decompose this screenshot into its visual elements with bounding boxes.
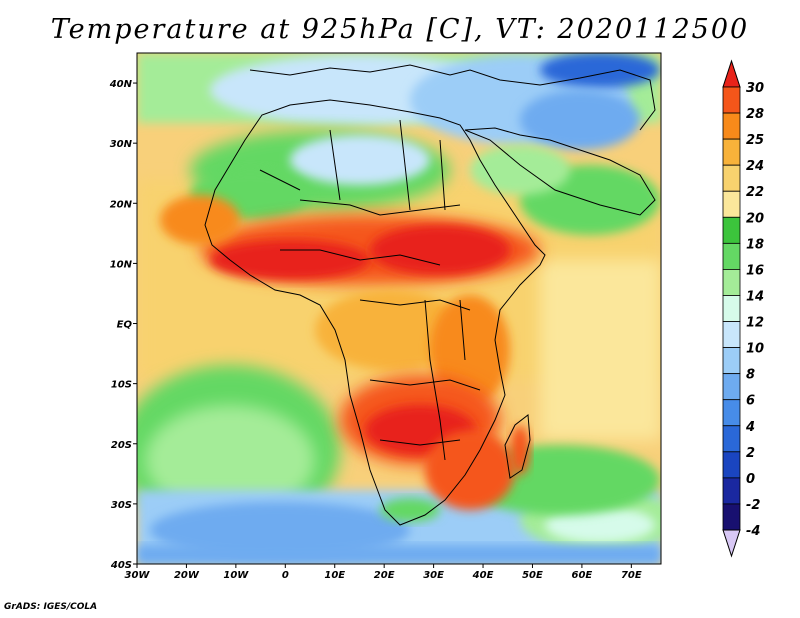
colorbar-label: 12 — [746, 316, 764, 331]
colorbar-label: 0 — [746, 472, 755, 487]
temperature-field — [137, 53, 661, 564]
colorbar-swatch — [722, 373, 741, 401]
colorbar-label: 2 — [746, 446, 755, 461]
lat-tick-label: 30N — [110, 139, 133, 150]
colorbar-label: -2 — [746, 498, 760, 513]
colorbar-swatch — [722, 425, 741, 453]
colorbar-label: 20 — [746, 211, 764, 226]
lon-tick-label: 60E — [572, 570, 593, 581]
lon-tick-label: 30E — [423, 570, 444, 581]
colorbar-swatch — [722, 321, 741, 348]
lon-tick-label: 30W — [125, 570, 151, 581]
colorbar-label: 25 — [746, 133, 764, 148]
map-title: Temperature at 925hPa [C], VT: 202011250… — [50, 14, 750, 45]
colorbar-swatch — [722, 503, 741, 531]
colorbar-label: 10 — [746, 342, 764, 357]
lon-tick-label: 10E — [324, 570, 345, 581]
lon-tick-label: 40E — [472, 570, 494, 581]
lat-tick-label: 40N — [109, 79, 133, 90]
colorbar-label: 14 — [746, 289, 764, 304]
colorbar-swatch — [722, 295, 741, 322]
colorbar-swatch — [722, 477, 741, 505]
colorbar-label: 18 — [746, 237, 764, 252]
colorbar-swatch — [722, 138, 741, 166]
colorbar-swatch — [722, 216, 741, 244]
colorbar-swatch — [722, 399, 741, 427]
lon-tick-label: 50E — [522, 570, 543, 581]
colorbar-label: 6 — [746, 394, 755, 409]
latitude-axis: 40N 30N 20N 10N EQ 10S 20S 30S 40S — [109, 79, 137, 571]
lat-tick-label: 40S — [110, 560, 132, 571]
colorbar-swatch — [722, 347, 741, 375]
lon-tick-label: 0 — [282, 570, 289, 581]
colorbar-label: 16 — [746, 263, 764, 278]
colorbar-swatch — [722, 451, 741, 479]
grads-credit: GrADS: IGES/COLA — [4, 602, 98, 612]
lat-tick-label: 10S — [111, 380, 132, 391]
colorbar-label: 22 — [746, 185, 764, 200]
colorbar-swatch — [722, 242, 741, 270]
colorbar-min-arrow — [722, 529, 741, 558]
colorbar-max-arrow — [722, 59, 741, 88]
longitude-axis: 30W 20W 10W 0 10E 20E 30E 40E 50E 60E 70E — [125, 564, 642, 581]
colorbar-swatch — [722, 269, 741, 296]
lon-tick-label: 20E — [374, 570, 395, 581]
colorbar-label: 28 — [746, 107, 764, 122]
coastlines — [204, 64, 656, 526]
colorbar-swatch — [722, 86, 741, 114]
lat-tick-label: 20N — [110, 199, 133, 210]
plot-frame — [136, 52, 662, 565]
lat-tick-label: 20S — [111, 440, 132, 451]
lat-tick-label: 10N — [110, 259, 133, 270]
lon-tick-label: 10W — [223, 570, 249, 581]
colorbar-swatch — [722, 112, 741, 140]
colorbar-label: 8 — [746, 368, 755, 383]
colorbar-label: 4 — [745, 420, 755, 435]
lat-tick-label: EQ — [117, 320, 133, 331]
colorbar-swatch — [722, 164, 741, 192]
lon-tick-label: 20W — [174, 570, 200, 581]
colorbar-swatch — [722, 190, 741, 218]
colorbar-label: -4 — [746, 524, 760, 539]
lat-tick-label: 30S — [111, 500, 132, 511]
colorbar-label: 30 — [746, 81, 764, 96]
lon-tick-label: 70E — [621, 570, 642, 581]
colorbar-label: 24 — [746, 159, 764, 174]
